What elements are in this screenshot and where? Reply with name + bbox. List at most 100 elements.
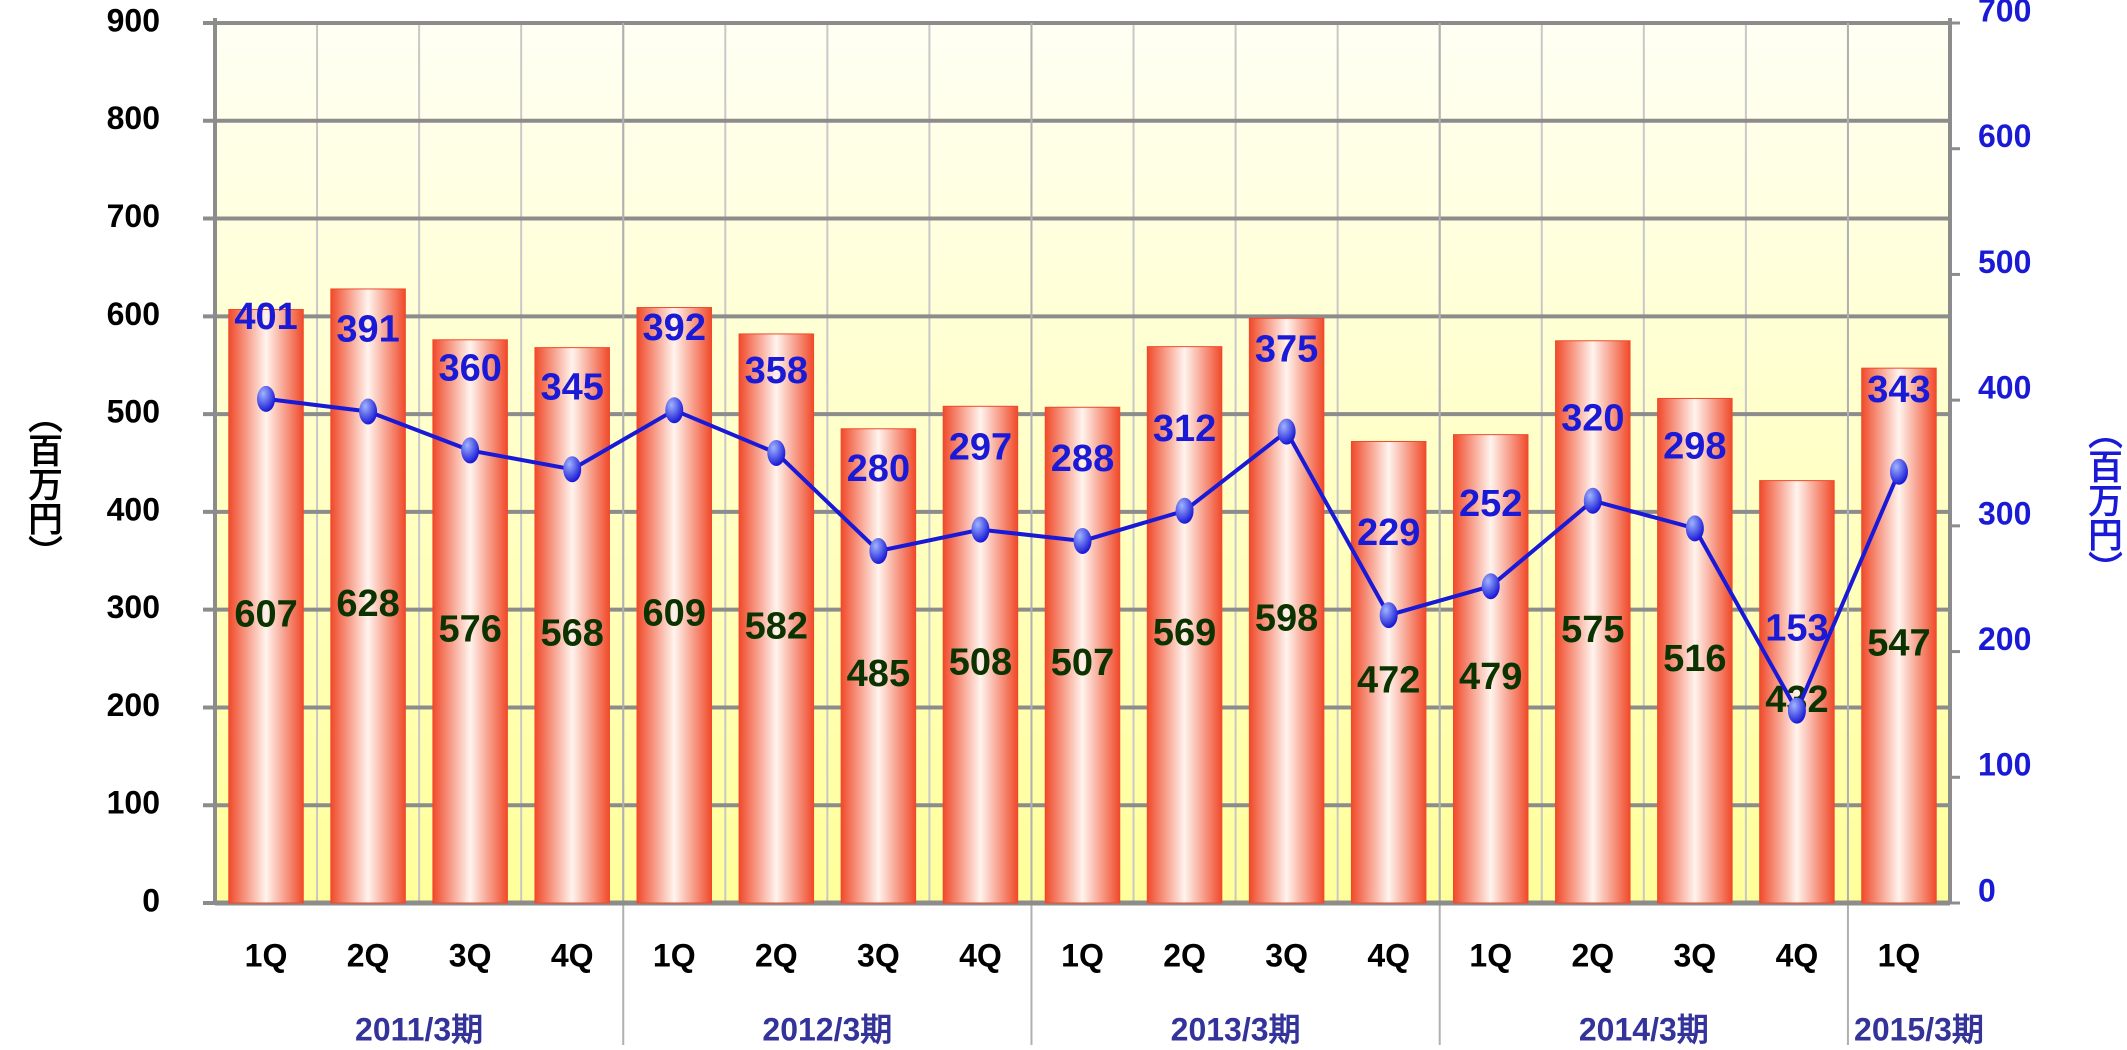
y2-tick-label: 100 <box>1978 747 2031 783</box>
line-value-label: 343 <box>1867 369 1930 411</box>
x-tick-label: 1Q <box>1061 937 1104 973</box>
line-marker <box>971 516 990 543</box>
bar-value-label: 569 <box>1153 612 1216 654</box>
line-value-label: 252 <box>1459 483 1522 525</box>
y-axis-title: （百万円） <box>23 399 62 569</box>
y2-tick-label: 0 <box>1978 872 1996 908</box>
y-tick-label: 300 <box>107 589 160 625</box>
line-value-label: 298 <box>1663 425 1726 467</box>
bar <box>1044 406 1121 904</box>
y-tick-label: 100 <box>107 785 160 821</box>
y-tick-label: 400 <box>107 491 160 527</box>
x-tick-label: 1Q <box>1469 937 1512 973</box>
line-value-label: 345 <box>541 366 604 408</box>
line-marker <box>1889 458 1908 485</box>
line-marker <box>665 397 684 424</box>
line-value-label: 320 <box>1561 398 1624 440</box>
group-label: 2012/3期 <box>762 1011 892 1047</box>
group-label: 2013/3期 <box>1171 1011 1301 1047</box>
bar <box>1146 346 1223 904</box>
x-tick-label: 2Q <box>1571 937 1614 973</box>
x-tick-label: 4Q <box>1367 937 1410 973</box>
line-value-label: 391 <box>336 308 399 350</box>
bar <box>1759 480 1835 904</box>
line-marker <box>1277 418 1296 445</box>
y2-tick-label: 200 <box>1978 621 2031 657</box>
x-tick-label: 2Q <box>755 937 798 973</box>
x-tick-label: 4Q <box>1776 937 1819 973</box>
line-value-label: 297 <box>949 427 1012 469</box>
line-marker <box>257 385 276 412</box>
line-value-label: 153 <box>1765 608 1828 650</box>
bar-value-label: 547 <box>1867 623 1930 665</box>
x-tick-label: 1Q <box>653 937 696 973</box>
line-marker <box>1787 697 1806 724</box>
x-tick-label: 3Q <box>1674 937 1717 973</box>
x-tick-label: 2Q <box>347 937 390 973</box>
bar-value-label: 576 <box>438 608 501 650</box>
bar <box>1555 340 1631 904</box>
x-tick-label: 1Q <box>1878 937 1921 973</box>
bar <box>840 428 917 904</box>
line-value-label: 360 <box>438 347 501 389</box>
line-marker <box>1583 487 1602 514</box>
line-value-label: 358 <box>745 350 808 392</box>
x-tick-label: 1Q <box>245 937 288 973</box>
y-tick-label: 700 <box>107 198 160 234</box>
x-tick-label: 4Q <box>551 937 594 973</box>
bar-value-label: 479 <box>1459 656 1522 698</box>
line-value-label: 375 <box>1255 329 1318 371</box>
x-tick-label: 3Q <box>857 937 900 973</box>
bar-value-label: 575 <box>1561 609 1624 651</box>
y2-tick-label: 500 <box>1978 244 2031 280</box>
bar <box>534 347 610 904</box>
y-tick-label: 900 <box>107 2 160 38</box>
bar-value-label: 582 <box>745 605 808 647</box>
y-tick-label: 600 <box>107 296 160 332</box>
bar-value-label: 568 <box>541 612 604 654</box>
line-value-label: 288 <box>1051 438 1114 480</box>
line-marker <box>767 439 786 466</box>
line-marker <box>359 398 378 425</box>
bar-value-label: 516 <box>1663 638 1726 680</box>
line-value-label: 401 <box>234 296 297 338</box>
bar-value-label: 472 <box>1357 659 1420 701</box>
bar <box>942 405 1019 904</box>
bar <box>1248 317 1325 904</box>
line-marker <box>563 456 582 483</box>
line-value-label: 392 <box>643 307 706 349</box>
y-tick-label: 500 <box>107 394 160 430</box>
line-value-label: 312 <box>1153 408 1216 450</box>
group-label: 2011/3期 <box>355 1011 483 1047</box>
bar <box>1452 434 1529 904</box>
group-label: 2015/3期 <box>1854 1011 1984 1047</box>
y2-tick-label: 300 <box>1978 495 2031 531</box>
line-marker <box>1685 515 1704 542</box>
x-tick-label: 3Q <box>449 937 492 973</box>
line-value-label: 229 <box>1357 512 1420 554</box>
bar-value-label: 609 <box>643 592 706 634</box>
x-tick-label: 2Q <box>1163 937 1206 973</box>
bar <box>738 333 815 904</box>
line-marker <box>461 437 480 464</box>
bar <box>1657 397 1733 904</box>
group-label: 2014/3期 <box>1579 1011 1709 1047</box>
bar-value-label: 598 <box>1255 598 1318 640</box>
bar-value-label: 607 <box>234 593 297 635</box>
x-tick-label: 4Q <box>959 937 1002 973</box>
line-marker <box>869 538 888 564</box>
line-marker <box>1481 573 1500 600</box>
y2-tick-label: 400 <box>1978 370 2031 406</box>
y2-axis-title: （百万円） <box>2083 415 2122 585</box>
bar-value-label: 507 <box>1051 642 1114 684</box>
bar <box>1350 440 1427 904</box>
line-marker <box>1073 527 1092 554</box>
line-marker <box>1379 602 1398 629</box>
bar <box>432 339 508 904</box>
bar <box>1861 367 1937 904</box>
y-tick-label: 200 <box>107 687 160 723</box>
y-tick-label: 800 <box>107 100 160 136</box>
bar-value-label: 485 <box>847 653 910 695</box>
bar <box>330 288 406 904</box>
